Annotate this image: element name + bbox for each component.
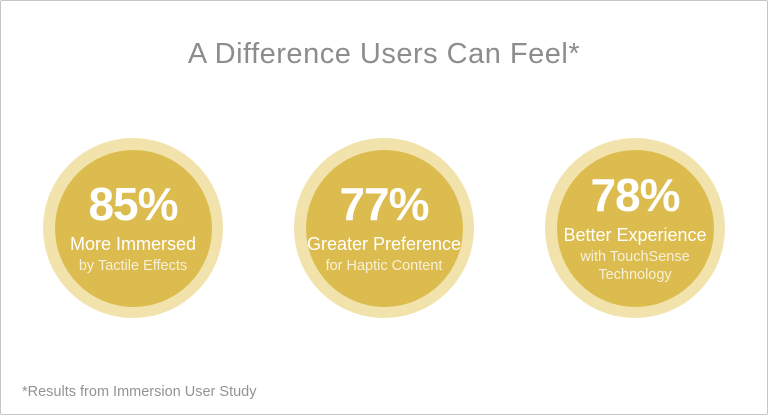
stat-circle-experience: 78% Better Experience with TouchSense Te… [545,138,725,318]
stat-sublabel-experience: with TouchSense Technology [580,249,690,284]
stat-label-preference: Greater Preference [306,233,462,254]
stat-label-experience: Better Experience [563,224,707,245]
stat-circle-preference: 77% Greater Preference for Haptic Conten… [294,138,474,318]
stat-percent-experience: 78% [590,168,680,221]
stat-circle-immersed: 85% More Immersed by Tactile Effects [43,138,223,318]
stat-circle-experience-inner: 78% Better Experience with TouchSense Te… [556,149,714,307]
stat-circle-preference-inner: 77% Greater Preference for Haptic Conten… [305,149,463,307]
stat-percent-immersed: 85% [88,177,178,230]
stat-sublabel-preference: for Haptic Content [325,258,443,275]
stat-label-immersed: More Immersed [69,233,197,254]
stat-circles-row: 85% More Immersed by Tactile Effects 77%… [1,138,767,318]
stat-circle-immersed-inner: 85% More Immersed by Tactile Effects [54,149,212,307]
slide-title: A Difference Users Can Feel* [187,38,581,70]
stat-percent-preference: 77% [339,177,429,230]
stat-sublabel-immersed: by Tactile Effects [78,258,188,275]
footnote: *Results from Immersion User Study [22,384,257,400]
